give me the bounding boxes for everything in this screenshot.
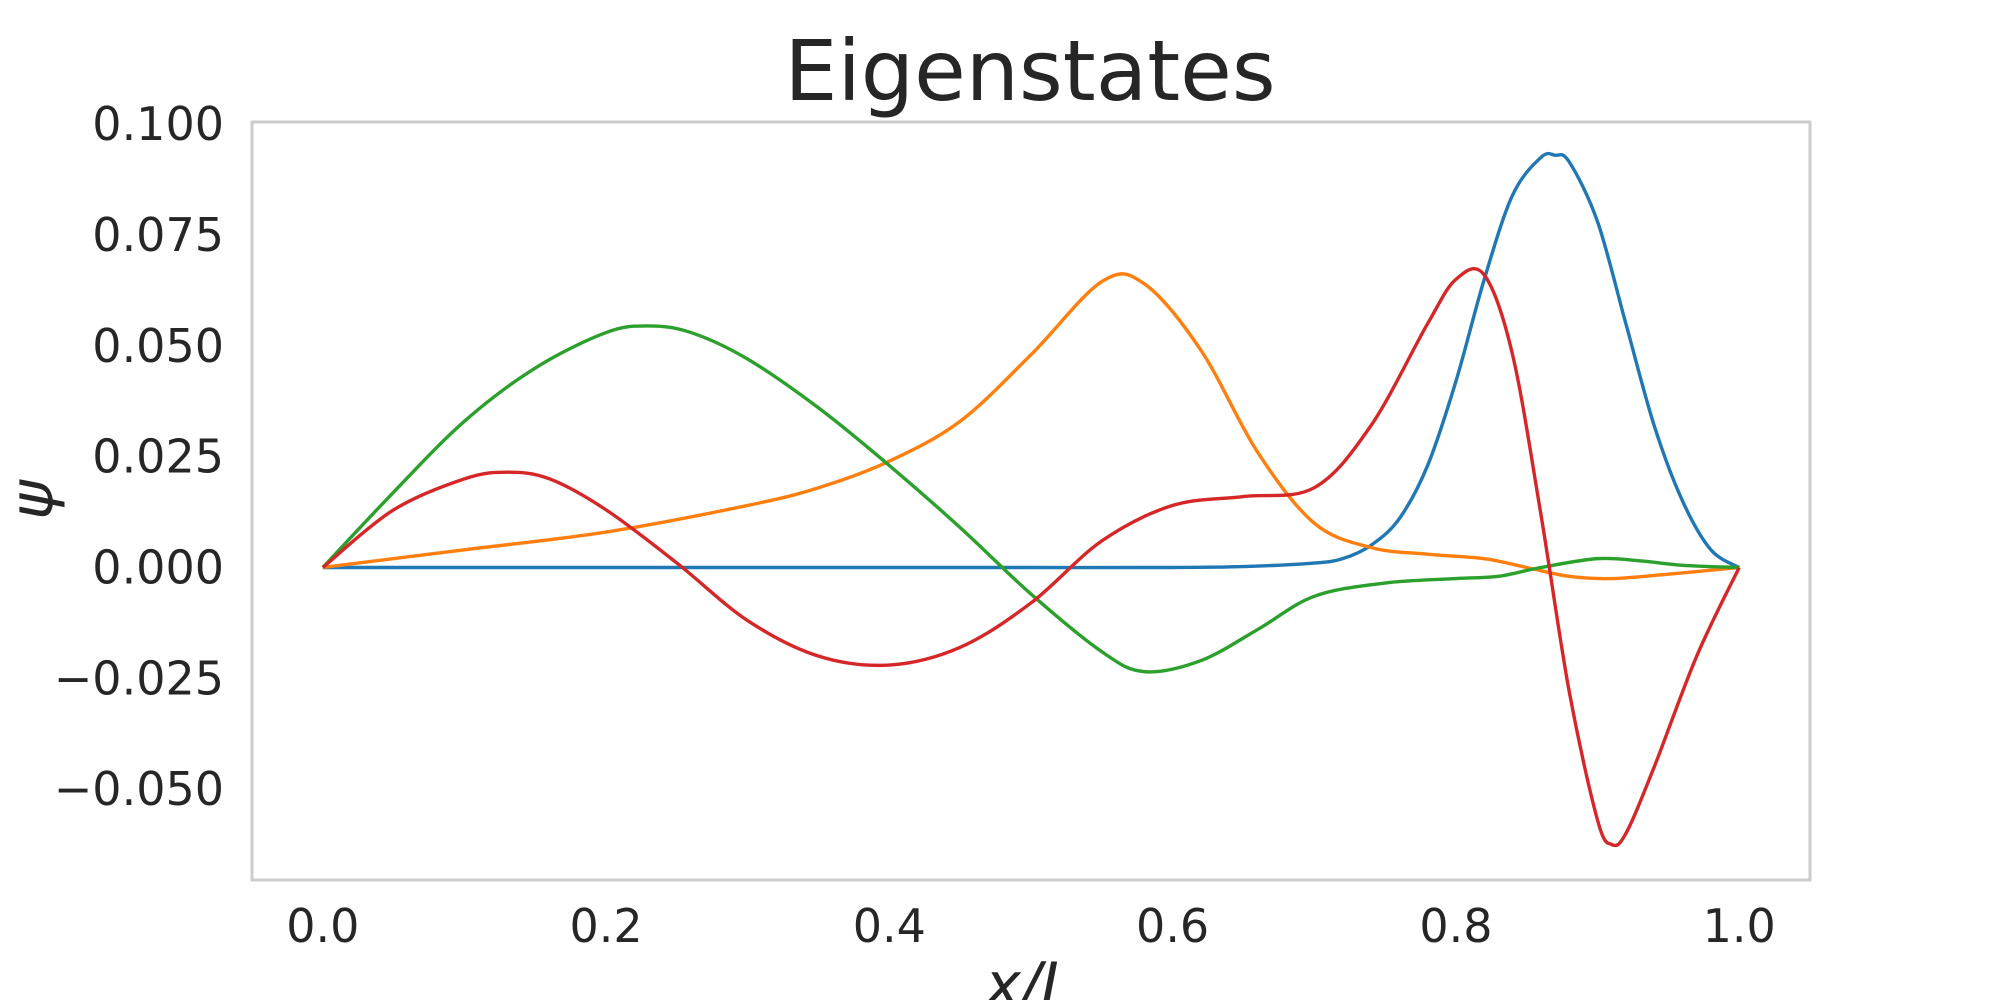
y-axis-ticks: 0.100 0.075 0.050 0.025 0.000 −0.025 −0.050: [54, 97, 224, 816]
x-tick-label: 0.4: [853, 899, 926, 953]
y-tick-label: −0.025: [54, 651, 224, 705]
x-axis-label: x/L: [983, 950, 1074, 1000]
x-tick-label: 1.0: [1703, 899, 1776, 953]
x-tick-label: 0.0: [286, 899, 359, 953]
x-tick-label: 0.8: [1419, 899, 1492, 953]
x-tick-label: 0.6: [1136, 899, 1209, 953]
chart-title: Eigenstates: [784, 22, 1275, 120]
y-tick-label: 0.025: [92, 430, 224, 484]
y-tick-label: 0.075: [92, 208, 224, 262]
y-tick-label: 0.100: [92, 97, 224, 151]
y-axis-label: ψ: [0, 479, 67, 520]
plot-frame: [250, 120, 1812, 882]
y-tick-label: 0.050: [92, 319, 224, 373]
series-layer: [321, 151, 1741, 848]
y-tick-label: 0.000: [92, 540, 224, 594]
series-line-1: [322, 151, 1741, 570]
x-tick-label: 0.2: [570, 899, 643, 953]
series-line-4: [321, 266, 1741, 848]
series-line-3: [321, 324, 1740, 674]
y-tick-label: −0.050: [54, 762, 224, 816]
x-axis-ticks: 0.0 0.2 0.4 0.6 0.8 1.0: [286, 899, 1776, 953]
